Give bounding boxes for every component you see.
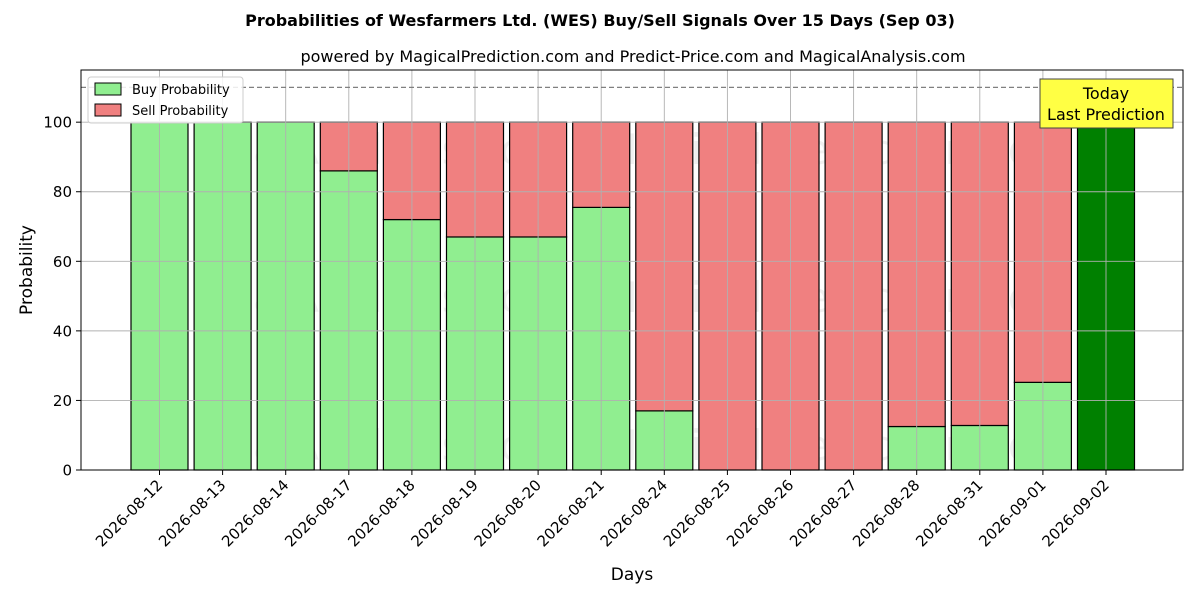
y-tick-label-100: 100 — [43, 114, 72, 132]
chart-title: Probabilities of Wesfarmers Ltd. (WES) B… — [245, 11, 955, 30]
x-tick-label-2026-09-01: 2026-09-01 — [975, 476, 1049, 550]
legend-box — [87, 76, 244, 124]
today-annotation-line1: Today — [1082, 84, 1129, 103]
x-tick-label-2026-08-20: 2026-08-20 — [471, 476, 545, 550]
x-axis-label: Days — [611, 565, 654, 585]
x-tick-label-2026-08-18: 2026-08-18 — [344, 476, 418, 550]
y-tick-label-40: 40 — [53, 322, 72, 340]
x-tick-label-2026-08-21: 2026-08-21 — [534, 476, 608, 550]
x-tick-label-2026-09-02: 2026-09-02 — [1038, 476, 1112, 550]
x-tick-label-2026-08-13: 2026-08-13 — [155, 476, 229, 550]
x-tick-label-2026-08-24: 2026-08-24 — [597, 476, 671, 550]
x-tick-label-2026-08-17: 2026-08-17 — [281, 476, 355, 550]
x-tick-label-2026-08-27: 2026-08-27 — [786, 476, 860, 550]
x-tick-label-2026-08-25: 2026-08-25 — [660, 476, 734, 550]
x-tick-label-2026-08-14: 2026-08-14 — [218, 476, 292, 550]
chart-subtitle: powered by MagicalPrediction.com and Pre… — [300, 47, 965, 66]
x-tick-label-2026-08-26: 2026-08-26 — [723, 476, 797, 550]
legend-swatch-buy — [94, 82, 122, 96]
today-annotation-box — [1039, 78, 1174, 129]
y-axis-label: Probability — [17, 225, 37, 315]
y-tick-label-0: 0 — [62, 462, 72, 480]
y-tick-label-80: 80 — [53, 183, 72, 201]
today-annotation-line2: Last Prediction — [1047, 105, 1165, 124]
x-tick-label-2026-08-31: 2026-08-31 — [912, 476, 986, 550]
plot-frame — [80, 69, 1184, 471]
legend-label-buy: Buy Probability — [132, 83, 230, 98]
legend-swatch-sell — [94, 103, 122, 117]
x-tick-label-2026-08-19: 2026-08-19 — [407, 476, 481, 550]
x-tick-label-2026-08-12: 2026-08-12 — [92, 476, 166, 550]
x-tick-label-2026-08-28: 2026-08-28 — [849, 476, 923, 550]
y-tick-label-20: 20 — [53, 392, 72, 410]
legend-label-sell: Sell Probability — [132, 104, 229, 119]
y-tick-label-60: 60 — [53, 253, 72, 271]
